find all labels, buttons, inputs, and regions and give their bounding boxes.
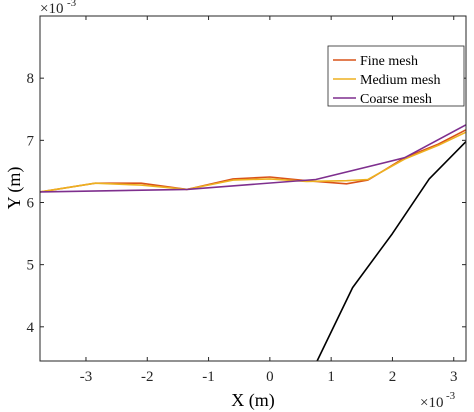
series-line-reference — [316, 141, 467, 362]
series-layer — [39, 124, 467, 362]
x-tick-label: 0 — [266, 369, 274, 385]
x-tick-label: -1 — [202, 369, 215, 385]
x-exponent: ×10 -3 — [420, 390, 456, 411]
ticks-layer: -3 -2 -1 0 1 2 3 4 5 6 7 8 — [27, 16, 466, 385]
plot-frame — [39, 15, 467, 362]
series-line-coarse-mesh — [39, 124, 467, 193]
x-tick-label: 1 — [327, 369, 335, 385]
y-tick-label: 8 — [27, 71, 35, 87]
y-tick-label: 6 — [27, 195, 35, 211]
y-exponent: ×10 -3 — [40, 0, 77, 17]
legend-label-coarse-mesh: Coarse mesh — [360, 92, 432, 107]
x-tick-label: -2 — [141, 369, 154, 385]
x-tick-label: 2 — [389, 369, 397, 385]
y-tick-label: 4 — [27, 320, 35, 336]
y-tick-label: 5 — [27, 258, 35, 274]
x-tick-label: 3 — [450, 369, 458, 385]
y-exponent-power: -3 — [67, 0, 77, 9]
legend: Fine mesh Medium mesh Coarse mesh — [327, 45, 465, 107]
y-exponent-base: ×10 — [40, 1, 63, 17]
legend-label-fine-mesh: Fine mesh — [360, 54, 418, 69]
series-line-medium-mesh — [39, 131, 467, 193]
y-tick-label: 7 — [27, 133, 35, 149]
legend-box — [327, 45, 465, 107]
legend-label-medium-mesh: Medium mesh — [360, 73, 441, 88]
x-exponent-power: -3 — [446, 390, 456, 402]
x-exponent-base: ×10 — [420, 395, 443, 411]
x-tick-label: -3 — [80, 369, 93, 385]
y-axis-label: Y (m) — [4, 167, 25, 210]
x-axis-label: X (m) — [231, 390, 275, 411]
